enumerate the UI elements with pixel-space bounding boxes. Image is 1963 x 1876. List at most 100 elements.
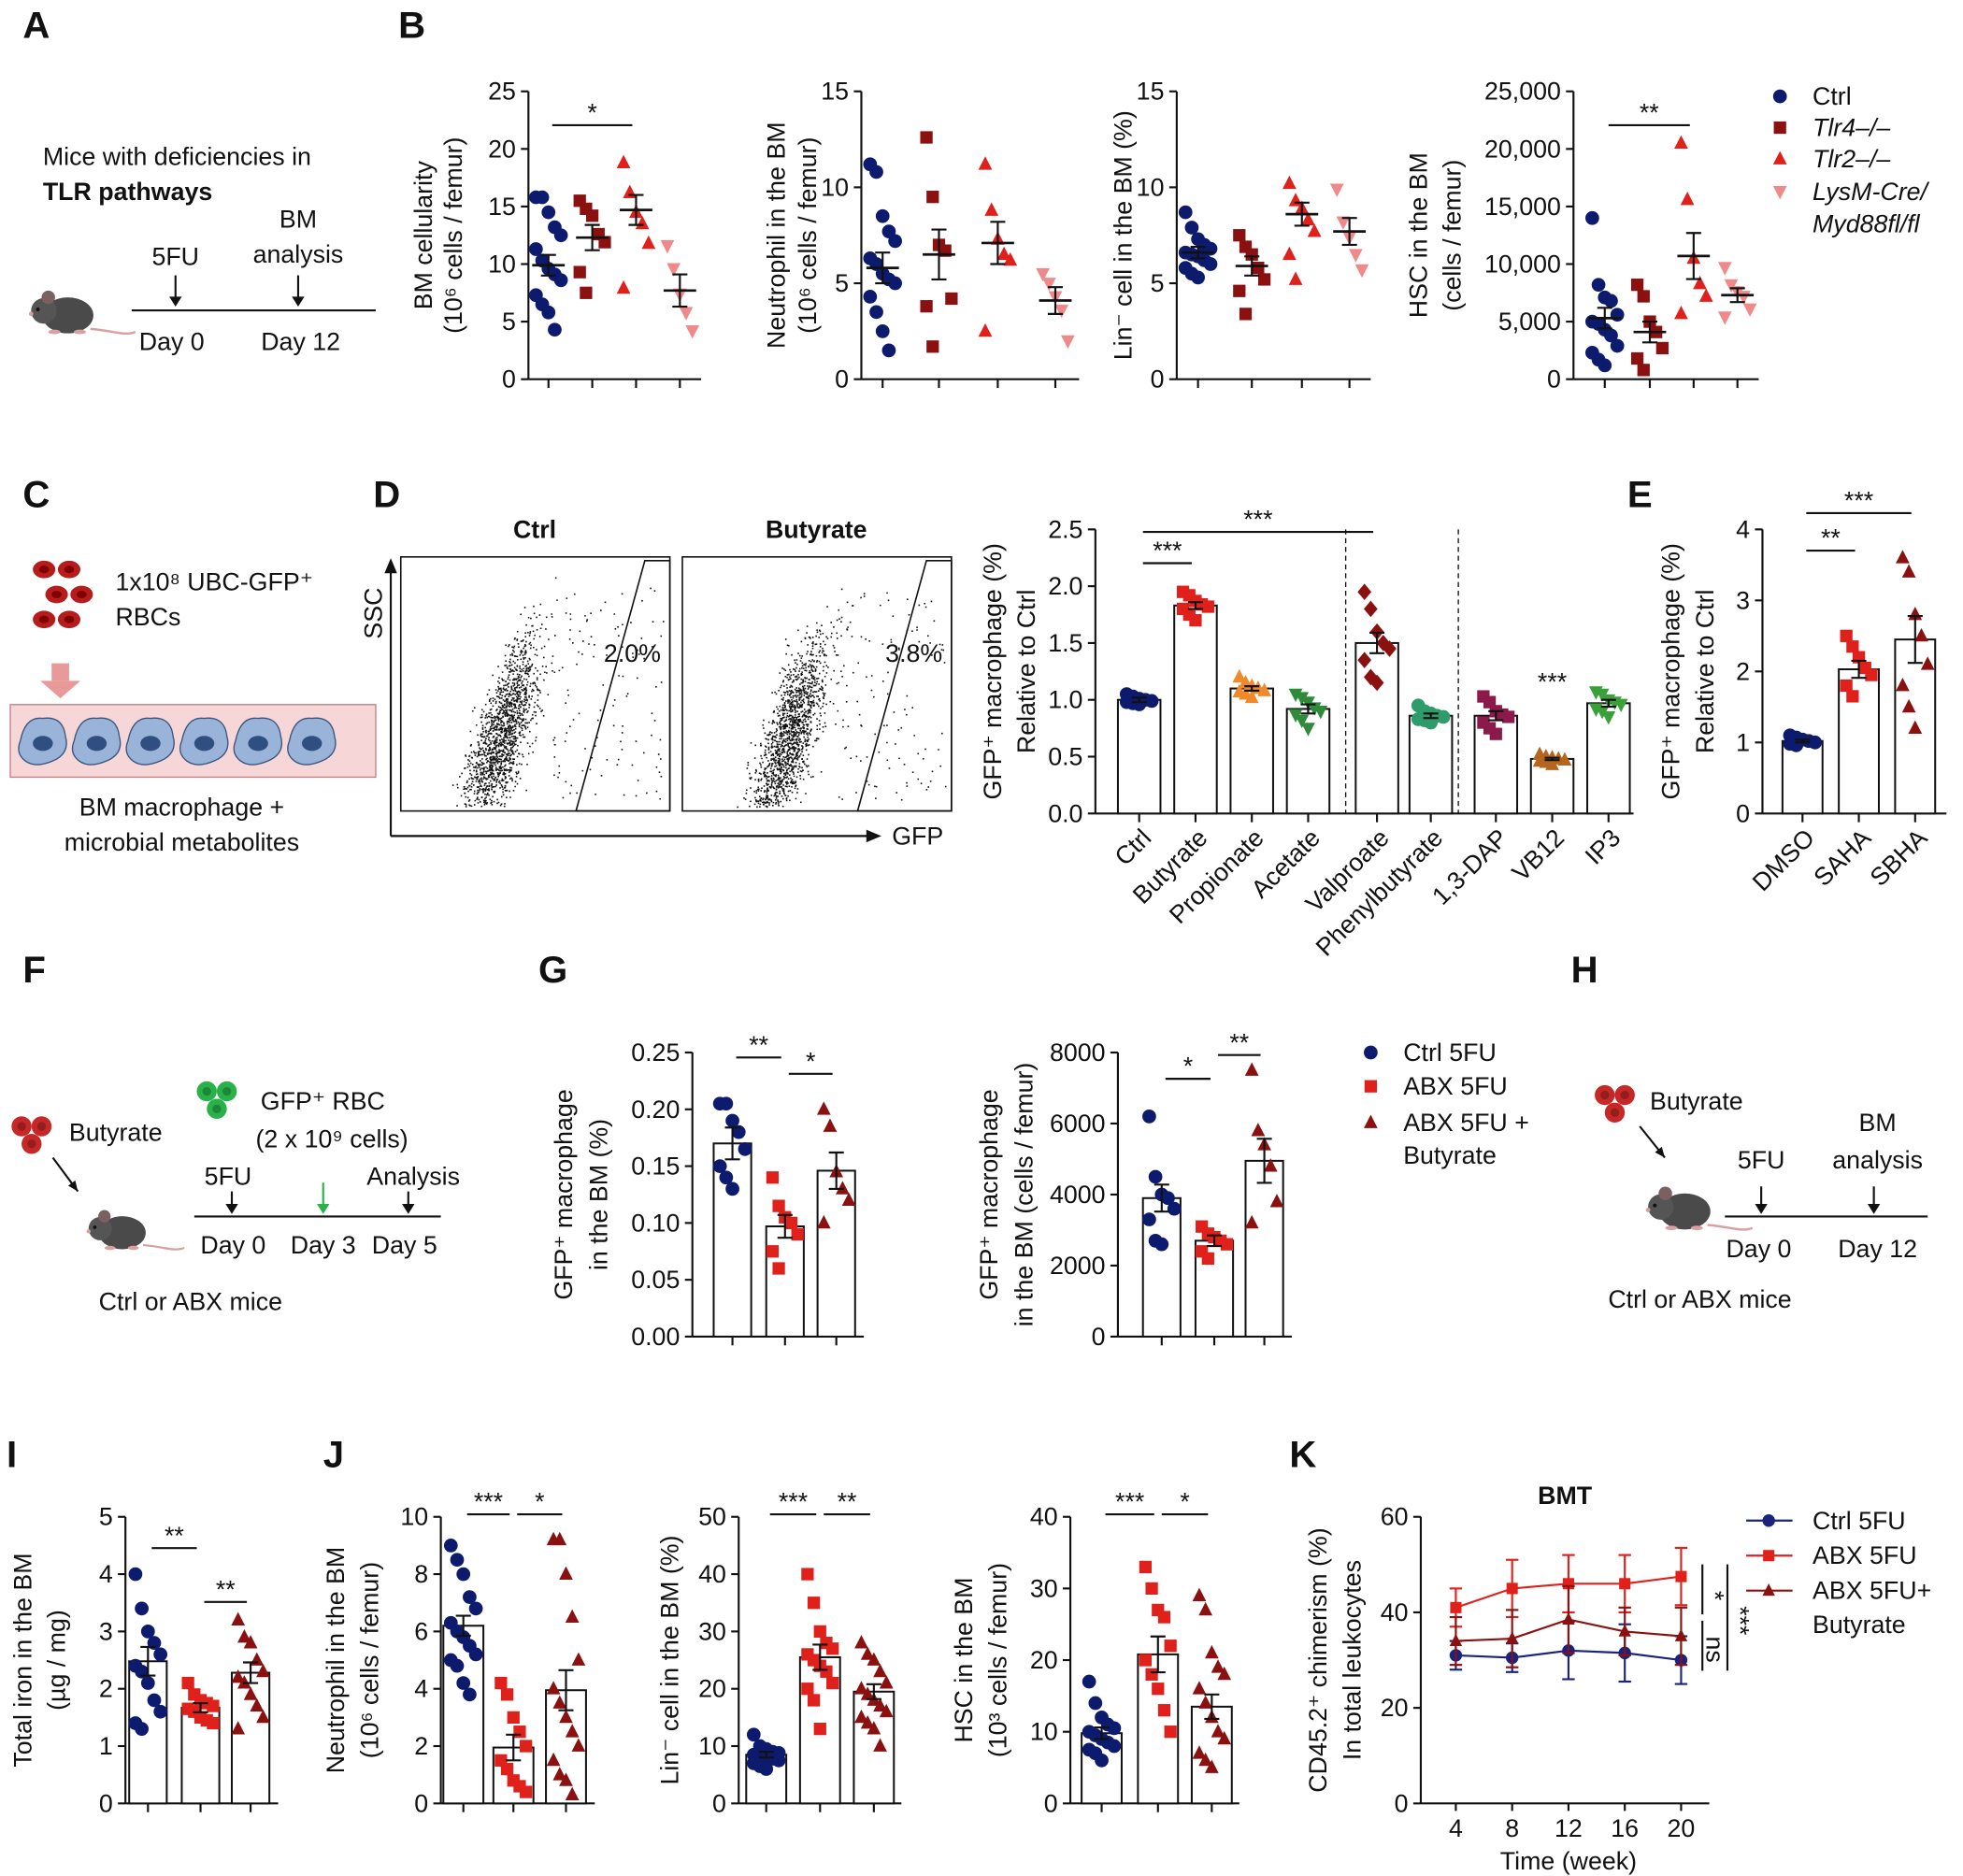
data-point <box>641 235 656 250</box>
cell-icon-center <box>36 1122 47 1131</box>
data-point <box>1036 267 1050 282</box>
data-point <box>207 1699 220 1712</box>
data-point <box>1203 257 1218 271</box>
legend-marker <box>1763 1550 1775 1562</box>
data-point <box>888 276 902 291</box>
y-tick-label: 0.25 <box>631 1038 680 1067</box>
data-point <box>1545 756 1559 770</box>
data-point <box>820 1665 833 1678</box>
macrophage-nucleus <box>140 736 161 752</box>
data-point <box>1840 679 1853 693</box>
data-point <box>1901 698 1916 713</box>
label: Butyrate <box>766 515 867 543</box>
arrow-head <box>317 1204 330 1214</box>
arrow-head <box>1755 1204 1768 1214</box>
data-point <box>520 1740 533 1753</box>
y-axis-label: Relative to Ctrl <box>1012 590 1040 754</box>
data-point <box>854 1681 868 1695</box>
y-tick-label: 60 <box>1381 1503 1409 1531</box>
data-point <box>565 1724 580 1738</box>
y-axis-label: (cells / femur) <box>1438 160 1466 311</box>
data-point <box>1192 1681 1207 1695</box>
significance-label: ** <box>1229 1028 1249 1056</box>
y-tick-label: 6000 <box>1050 1110 1106 1138</box>
data-point <box>1630 279 1644 292</box>
y-tick-label: 0.05 <box>631 1266 680 1294</box>
y-tick-label: 10 <box>1030 1718 1058 1746</box>
y-axis-label: in the BM (cells / femur) <box>1010 1063 1039 1327</box>
y-tick-label: 0 <box>1092 1323 1106 1351</box>
cell-icon <box>196 1081 217 1102</box>
data-point <box>801 1683 814 1696</box>
data-point <box>772 1262 785 1275</box>
data-point <box>1369 674 1384 692</box>
data-point <box>1336 216 1351 230</box>
data-point <box>1357 583 1372 601</box>
y-tick-label: 5 <box>99 1503 113 1531</box>
mouse-foot <box>127 1245 139 1251</box>
label: Ctrl or ABX mice <box>1608 1285 1791 1313</box>
significance-label: * <box>587 99 596 127</box>
cell-icon-center <box>17 1122 26 1131</box>
legend-label: ABX 5FU <box>1813 1541 1917 1569</box>
data-point <box>719 1096 734 1111</box>
label: Butyrate <box>1650 1087 1743 1115</box>
data-point <box>854 1635 868 1649</box>
data-point <box>552 1767 567 1781</box>
data-point <box>1613 698 1628 713</box>
data-point <box>1003 251 1018 266</box>
mouse-foot <box>104 1245 116 1251</box>
rbc-icon-center <box>38 615 50 623</box>
x-tick-label: DMSO <box>1747 823 1820 896</box>
data-point <box>1211 1724 1225 1738</box>
label: Day 5 <box>372 1231 437 1259</box>
data-point <box>1082 1674 1096 1689</box>
label: (2 x 10⁹ cells) <box>256 1124 408 1153</box>
data-point <box>573 265 586 279</box>
data-point <box>140 1676 155 1690</box>
legend-label: Myd88fl/fl <box>1813 210 1921 238</box>
x-tick-label: SBHA <box>1865 823 1933 892</box>
data-point <box>256 1663 270 1678</box>
y-axis-label: In total leukocytes <box>1338 1560 1366 1760</box>
macrophage-nucleus <box>86 736 107 752</box>
y-tick-label: 6 <box>414 1617 428 1645</box>
data-point <box>1142 1212 1156 1226</box>
mouse-ear <box>98 1210 111 1223</box>
data-point <box>571 1738 586 1752</box>
mouse-tail <box>1707 1224 1754 1231</box>
y-axis-label: GFP⁺ macrophage <box>550 1089 578 1299</box>
y-tick-label: 1 <box>1736 728 1750 756</box>
y-tick-label: 50 <box>698 1503 726 1531</box>
data-point <box>500 1762 514 1776</box>
y-tick-label: 10 <box>698 1732 726 1760</box>
data-point <box>1630 351 1644 365</box>
data-point <box>1591 278 1606 293</box>
data-point <box>1698 288 1713 302</box>
y-tick-label: 0 <box>414 1789 428 1817</box>
y-tick-label: 15 <box>1137 78 1165 106</box>
data-point <box>565 1609 580 1623</box>
data-point <box>541 205 556 220</box>
mouse-foot <box>1690 1225 1703 1231</box>
legend-label: Tlr4–/– <box>1813 114 1891 142</box>
data-point <box>888 234 902 249</box>
data-point <box>1167 1201 1182 1216</box>
data-point <box>1161 1191 1175 1206</box>
data-point <box>598 236 611 249</box>
panel-label: H <box>1571 949 1598 991</box>
rbc-icon-center <box>76 590 87 598</box>
data-point <box>725 1113 739 1128</box>
mouse-nose <box>86 1229 91 1234</box>
significance-label: * <box>1183 1053 1193 1081</box>
data-point <box>746 1727 761 1742</box>
label: 5FU <box>1738 1146 1785 1174</box>
data-point <box>546 1681 561 1695</box>
mouse-foot <box>1665 1225 1678 1231</box>
data-point <box>1282 246 1297 261</box>
bar <box>1116 698 1162 815</box>
mouse-tail <box>142 1243 185 1251</box>
data-point <box>535 190 550 205</box>
y-tick-label: 0.0 <box>1048 799 1082 827</box>
data-point <box>1610 338 1625 353</box>
